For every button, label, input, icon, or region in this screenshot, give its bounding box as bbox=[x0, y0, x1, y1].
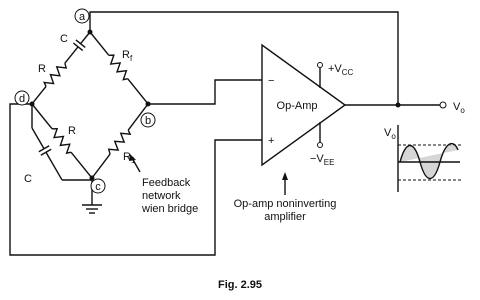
branch-dc-r bbox=[31, 103, 93, 179]
supply-label: −VEE bbox=[310, 153, 334, 167]
node-label: d bbox=[19, 93, 25, 105]
output-label: Vo bbox=[453, 101, 465, 115]
plus-sign: + bbox=[268, 135, 274, 147]
component-label: R bbox=[38, 63, 46, 75]
sub: o bbox=[391, 132, 396, 141]
branch-cb bbox=[91, 103, 149, 179]
main: V bbox=[384, 127, 392, 139]
sub: o bbox=[460, 106, 465, 115]
opamp-triangle bbox=[261, 43, 347, 167]
main: V bbox=[453, 101, 461, 113]
waveform bbox=[397, 125, 462, 192]
minus-sign: − bbox=[268, 75, 274, 87]
main: −V bbox=[310, 153, 324, 165]
wires bbox=[9, 11, 447, 256]
main: R bbox=[123, 151, 131, 163]
branch-dc-c bbox=[31, 104, 93, 181]
sub: EE bbox=[324, 158, 335, 167]
main: R bbox=[122, 49, 130, 61]
annotation: Feedback bbox=[142, 177, 191, 189]
node-label: c bbox=[95, 181, 101, 193]
component-label: C bbox=[60, 33, 68, 45]
component-label: R bbox=[68, 125, 76, 137]
sub: CC bbox=[342, 68, 354, 77]
annotation: Op-amp noninverting bbox=[234, 198, 337, 210]
sub: f bbox=[130, 54, 133, 63]
node-label: a bbox=[79, 11, 86, 23]
main: +V bbox=[328, 63, 342, 75]
waveform-label: Vo bbox=[384, 127, 396, 141]
branch-ad bbox=[31, 31, 91, 105]
annotation: amplifier bbox=[264, 211, 306, 223]
annotation: network bbox=[142, 190, 181, 202]
component-label: C bbox=[24, 173, 32, 185]
opamp-label: Op-Amp bbox=[277, 100, 318, 112]
node-label: b bbox=[145, 115, 151, 127]
caption: Fig. 2.95 bbox=[218, 279, 262, 291]
supply-label: +VCC bbox=[328, 63, 354, 77]
annotation: wien bridge bbox=[141, 203, 198, 215]
component-label: Rf bbox=[122, 49, 133, 63]
branch-ab bbox=[89, 31, 149, 105]
